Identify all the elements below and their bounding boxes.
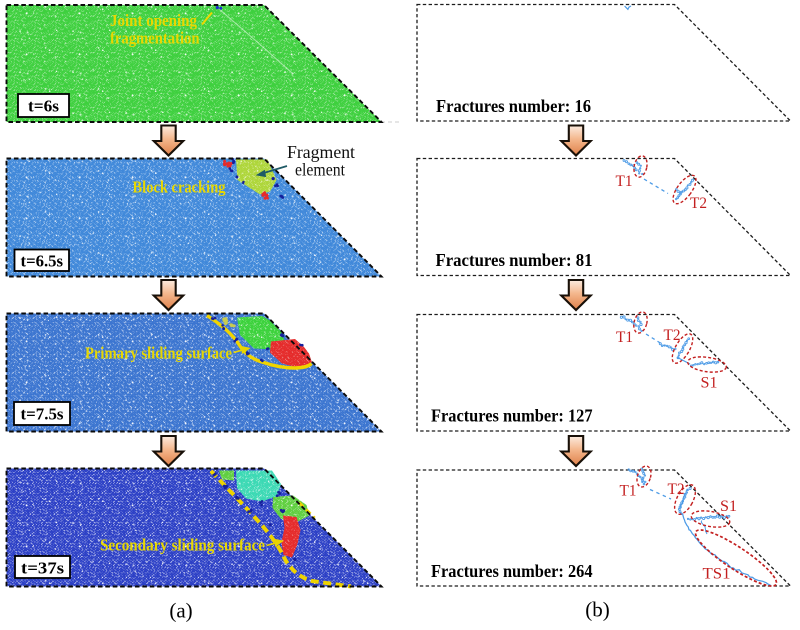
svg-text:Fractures number: 127: Fractures number: 127 xyxy=(431,406,593,426)
svg-text:Primary sliding surface: Primary sliding surface xyxy=(85,344,232,363)
svg-text:T2: T2 xyxy=(690,195,707,212)
svg-text:TS1: TS1 xyxy=(703,566,731,583)
svg-text:Fractures number: 81: Fractures number: 81 xyxy=(436,250,593,270)
svg-text:Fragment: Fragment xyxy=(287,142,355,162)
svg-text:Fractures number: 16: Fractures number: 16 xyxy=(436,96,591,116)
svg-text:T1: T1 xyxy=(616,329,633,346)
svg-text:t=6.5s: t=6.5s xyxy=(21,252,64,271)
svg-text:fragmentation: fragmentation xyxy=(110,29,200,48)
svg-text:Joint opening: Joint opening xyxy=(110,11,198,30)
svg-text:Block cracking: Block cracking xyxy=(133,178,227,197)
svg-text:T2: T2 xyxy=(664,327,681,344)
svg-text:(a): (a) xyxy=(169,599,192,623)
svg-text:S1: S1 xyxy=(720,498,737,515)
svg-text:T1: T1 xyxy=(616,173,633,190)
svg-text:T2: T2 xyxy=(668,481,685,498)
svg-text:(b): (b) xyxy=(585,598,610,622)
svg-text:element: element xyxy=(295,160,345,180)
svg-text:T1: T1 xyxy=(620,483,637,500)
svg-text:Fractures number: 264: Fractures number: 264 xyxy=(431,561,593,581)
svg-text:S1: S1 xyxy=(701,375,718,392)
svg-text:Secondary sliding surface: Secondary sliding surface xyxy=(100,536,265,555)
svg-text:t=7.5s: t=7.5s xyxy=(21,405,64,424)
svg-text:t=6s: t=6s xyxy=(28,97,59,116)
svg-text:t=37s: t=37s xyxy=(21,559,64,578)
